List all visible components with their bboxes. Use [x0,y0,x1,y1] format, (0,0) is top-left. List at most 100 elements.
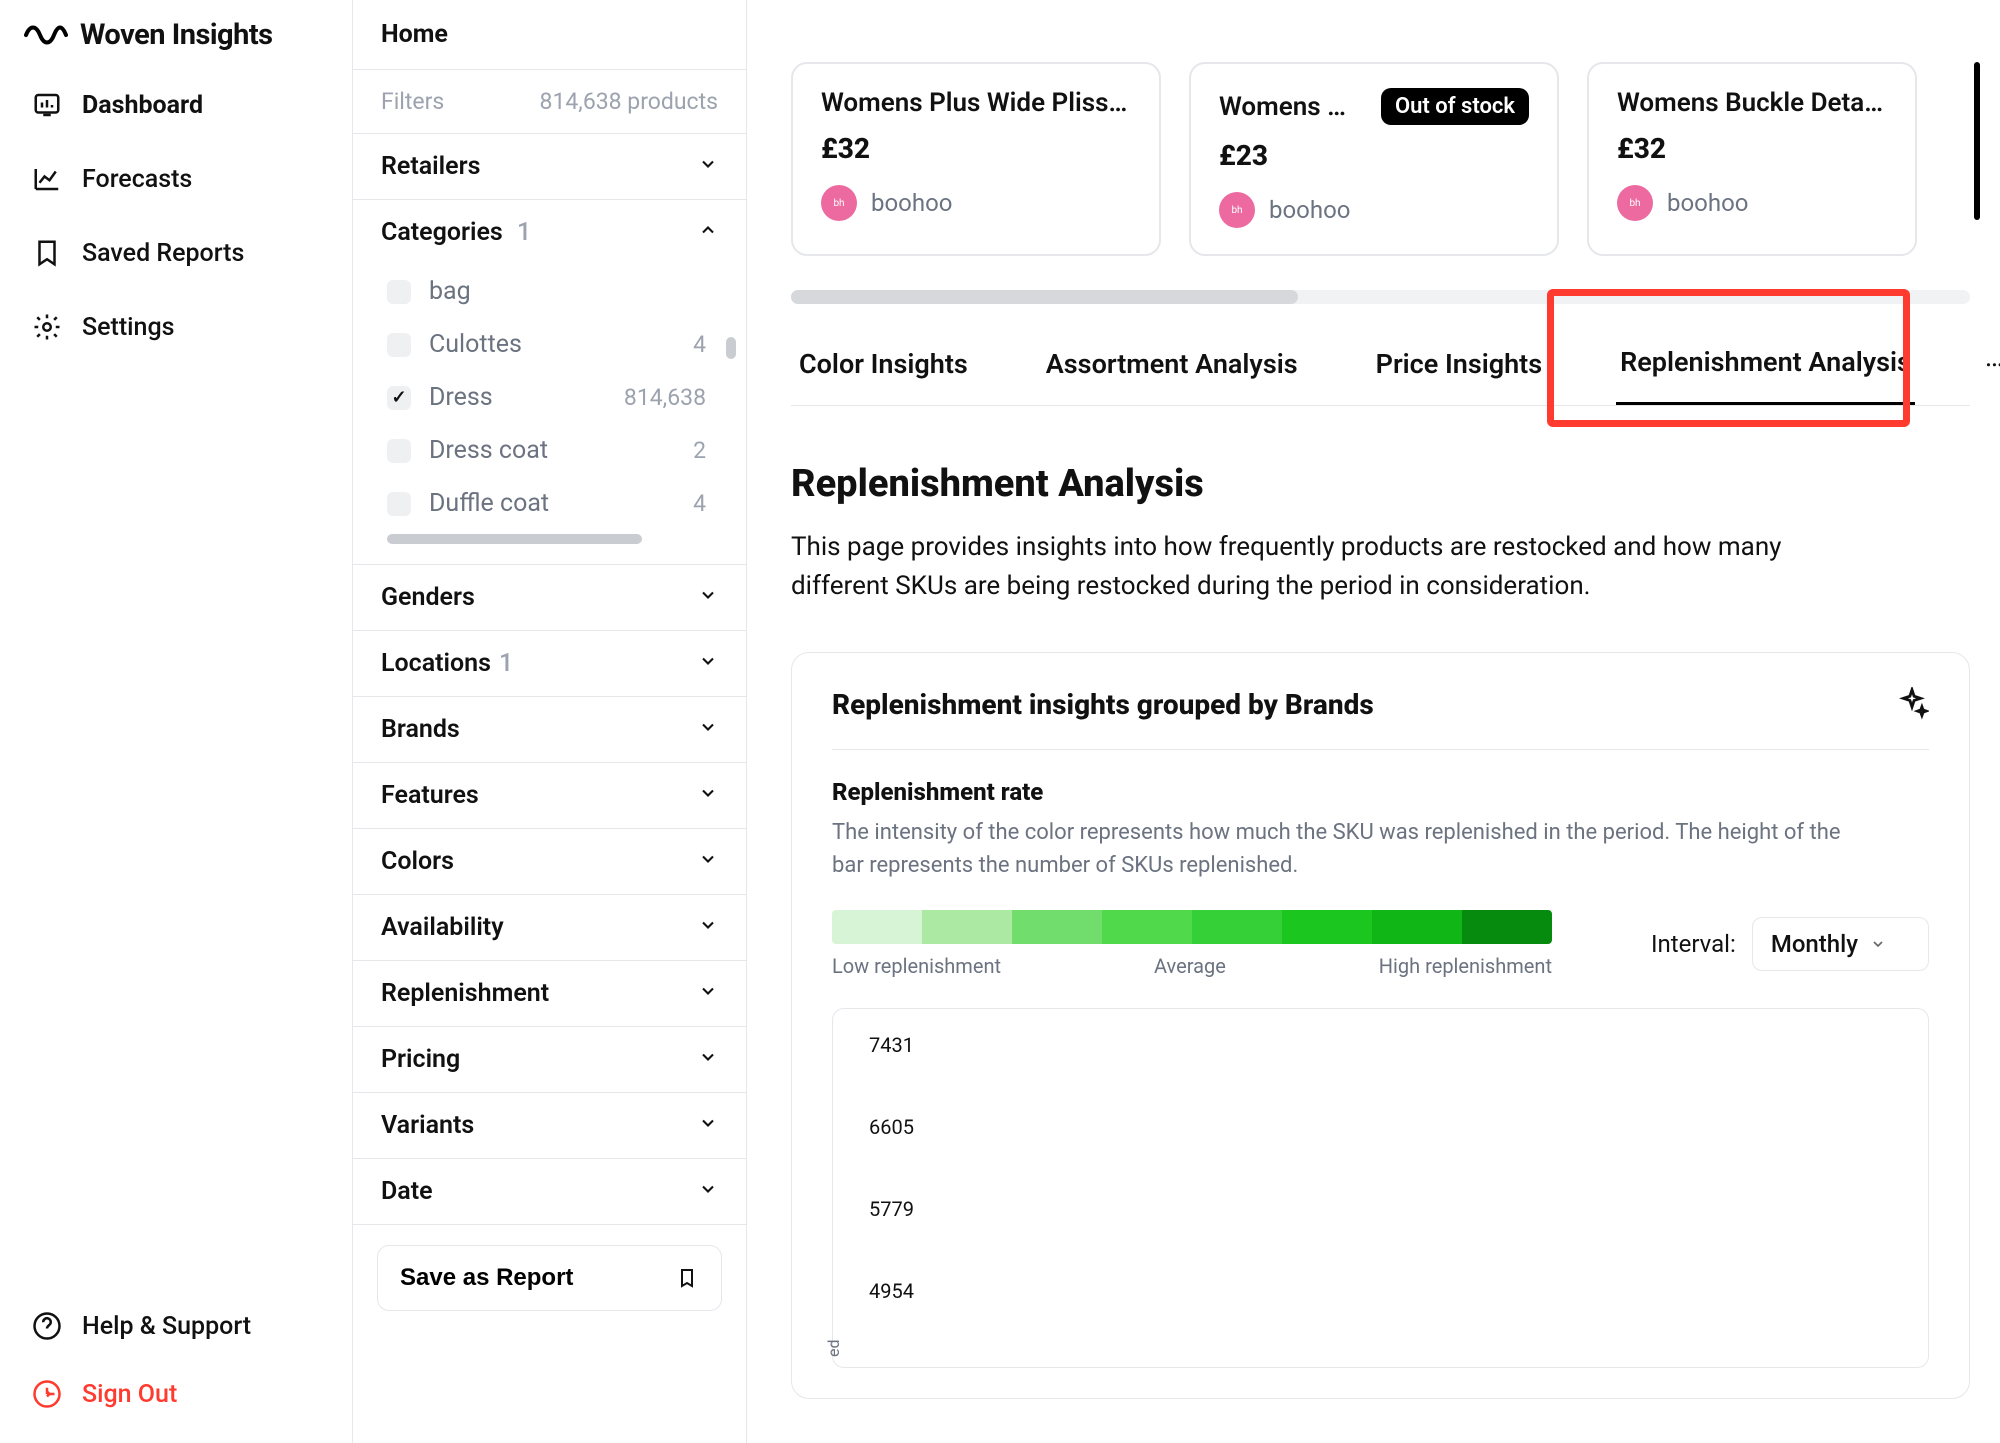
tab-color-insights[interactable]: Color Insights [795,330,972,404]
save-as-report-button[interactable]: Save as Report [377,1245,722,1311]
scroll-indicator-thumb[interactable] [791,290,1298,304]
filter-genders[interactable]: Genders [353,565,746,630]
checkbox[interactable] [387,492,411,516]
legend-labels: Low replenishment Average High replenish… [832,954,1552,978]
nav-item-help[interactable]: Help & Support [16,1301,336,1351]
nav-item-settings[interactable]: Settings [16,302,336,352]
product-card[interactable]: Womens Plus Wide Pliss… £32 bh boohoo [791,62,1161,256]
chevron-down-icon [698,913,718,942]
filter-variants[interactable]: Variants [353,1093,746,1158]
dashboard-icon [32,90,62,120]
filters-meta: Filters 814,638 products [353,70,746,133]
forecasts-icon [32,164,62,194]
chart-y-axis-label: ed [824,1339,843,1357]
page-title: Home [353,0,746,70]
checkbox[interactable] [387,439,411,463]
category-item-dress-coat[interactable]: Dress coat 2 [381,424,712,477]
tabs-overflow-button[interactable]: … [1985,340,2000,393]
interval-label: Interval: [1651,930,1736,958]
nav-label: Forecasts [82,165,192,194]
filter-categories[interactable]: Categories 1 [353,200,746,265]
help-icon [32,1311,62,1341]
product-price: £32 [821,132,1131,165]
carousel-edge-indicator [1974,62,1980,220]
chevron-down-icon [698,1111,718,1140]
chevron-down-icon [1870,936,1886,952]
nav-label: Settings [82,313,175,342]
filters-panel: Home Filters 814,638 products Retailers … [352,0,747,1443]
category-item-bag[interactable]: bag [381,265,712,318]
scrollbar-thumb[interactable] [726,337,736,359]
filter-features[interactable]: Features [353,763,746,828]
nav-label: Dashboard [82,91,203,120]
nav-label: Help & Support [82,1312,251,1341]
filter-brands[interactable]: Brands [353,697,746,762]
categories-scrollbar[interactable] [726,273,736,553]
chevron-down-icon [698,1045,718,1074]
nav-item-dashboard[interactable]: Dashboard [16,80,336,130]
chevron-down-icon [698,715,718,744]
filter-locations[interactable]: Locations1 [353,631,746,696]
chart-y-ticks: 7431660557794954 [869,1033,914,1303]
nav-item-saved-reports[interactable]: Saved Reports [16,228,336,278]
chevron-down-icon [698,1177,718,1206]
checkbox[interactable] [387,333,411,357]
category-item-dress[interactable]: Dress 814,638 [381,371,712,424]
filters-label: Filters [381,88,444,115]
product-card[interactable]: Womens … Out of stock £23 bh boohoo [1189,62,1559,256]
chevron-up-icon [698,218,718,247]
checkbox-checked[interactable] [387,386,411,410]
tab-assortment-analysis[interactable]: Assortment Analysis [1042,330,1302,404]
filter-count-badge: 1 [499,649,513,678]
gear-icon [32,312,62,342]
nav-item-forecasts[interactable]: Forecasts [16,154,336,204]
product-price: £23 [1219,139,1529,172]
carousel-scroll-indicator[interactable] [791,290,1970,304]
product-carousel: Womens Plus Wide Pliss… £32 bh boohoo Wo… [791,0,1970,256]
filter-pricing[interactable]: Pricing [353,1027,746,1092]
section-title: Replenishment Analysis [791,462,1970,506]
chevron-down-icon [698,847,718,876]
chevron-down-icon [698,649,718,678]
product-title: Womens Buckle Detail Ti… [1617,88,1887,118]
filter-replenishment[interactable]: Replenishment [353,961,746,1026]
sparkle-icon[interactable] [1895,687,1929,721]
color-legend [832,910,1552,944]
product-card[interactable]: Womens Buckle Detail Ti… £32 bh boohoo [1587,62,1917,256]
filter-retailers[interactable]: Retailers [353,134,746,199]
checkbox[interactable] [387,280,411,304]
chevron-down-icon [698,979,718,1008]
filter-availability[interactable]: Availability [353,895,746,960]
filter-date[interactable]: Date [353,1159,746,1224]
card-subdescription: The intensity of the color represents ho… [832,816,1872,882]
brand-avatar: bh [821,185,857,221]
replenishment-chart: 7431660557794954 ed [832,1008,1929,1368]
interval-select[interactable]: Monthly [1752,917,1929,971]
nav-item-signout[interactable]: Sign Out [16,1369,336,1419]
category-item-culottes[interactable]: Culottes 4 [381,318,712,371]
product-title: Womens Plus Wide Pliss… [821,88,1131,118]
category-item-duffle-coat[interactable]: Duffle coat 4 [381,477,712,530]
brand-logo: Woven Insights [0,18,352,80]
main-content: Womens Plus Wide Pliss… £32 bh boohoo Wo… [747,0,2000,1443]
product-price: £32 [1617,132,1887,165]
section-description: This page provides insights into how fre… [791,528,1871,606]
nav-label: Saved Reports [82,239,244,268]
categories-h-scrollbar[interactable] [387,534,714,544]
tab-price-insights[interactable]: Price Insights [1372,330,1547,404]
tab-replenishment-analysis[interactable]: Replenishment Analysis [1616,328,1915,405]
brand-icon [24,21,68,49]
scrollbar-thumb[interactable] [387,534,642,544]
chevron-down-icon [698,152,718,181]
bookmark-icon [675,1266,699,1290]
signout-icon [32,1379,62,1409]
filters-product-count: 814,638 products [540,88,718,115]
sidebar-nav: Woven Insights Dashboard Forecasts Saved… [0,0,352,1443]
bookmark-icon [32,238,62,268]
filter-colors[interactable]: Colors [353,829,746,894]
card-subtitle: Replenishment rate [832,778,1929,806]
brand-avatar: bh [1219,192,1255,228]
chevron-down-icon [698,781,718,810]
legend-label-high: High replenishment [1379,954,1552,978]
card-title: Replenishment insights grouped by Brands [832,688,1374,721]
